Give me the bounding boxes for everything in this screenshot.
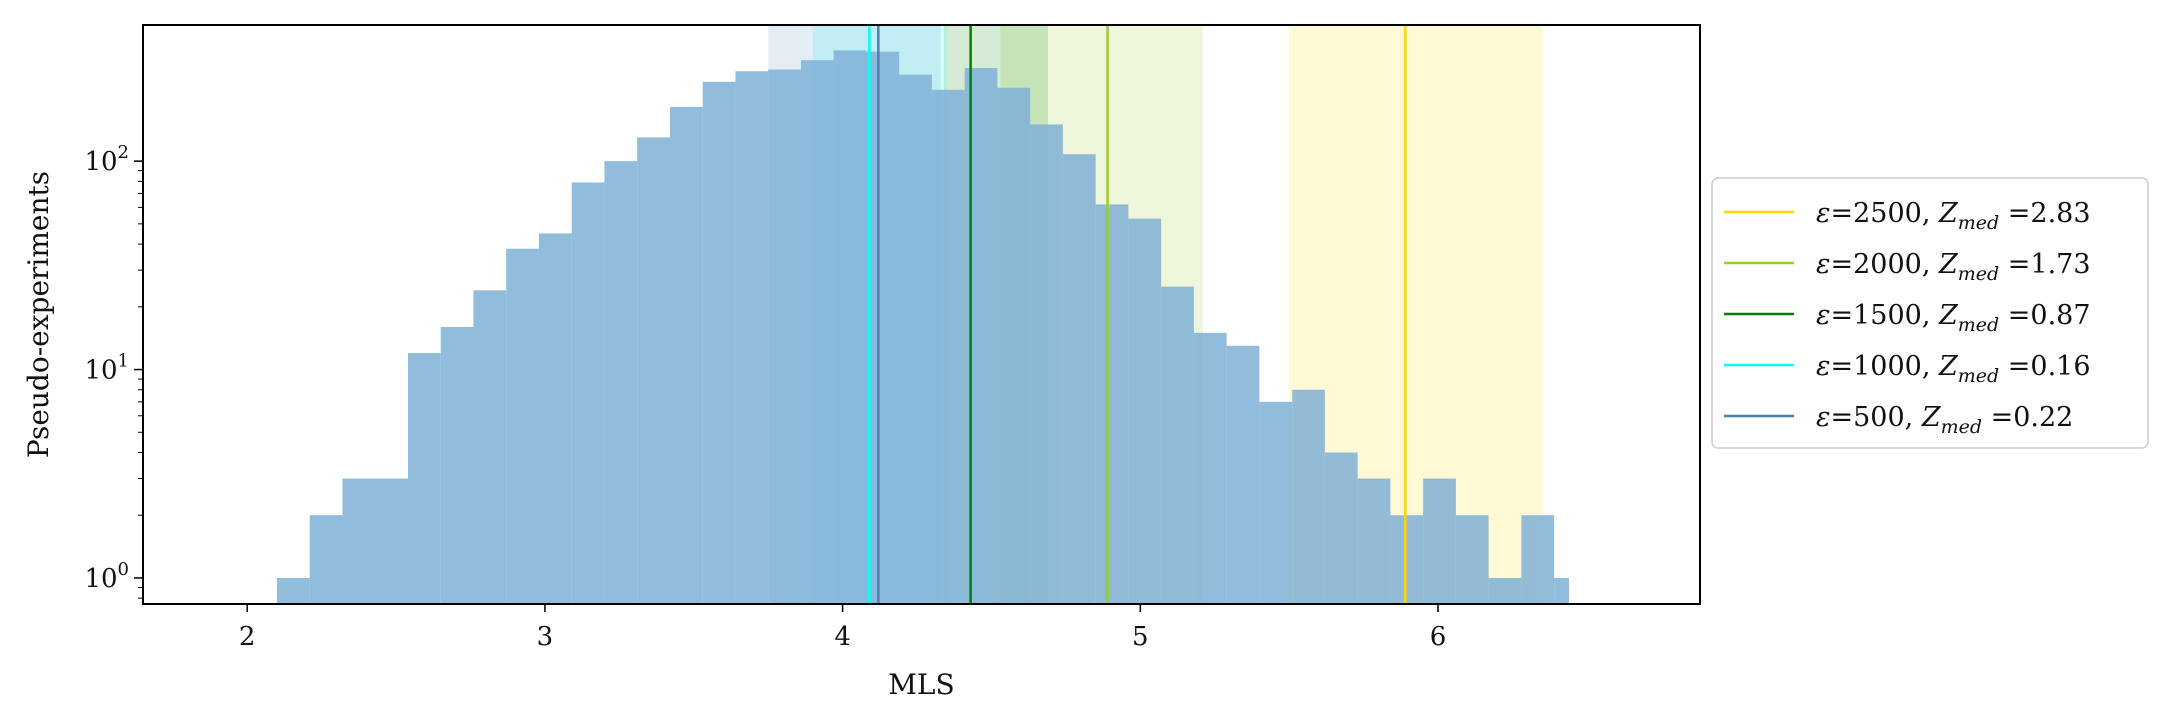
- x-tick-label-6: 6: [1430, 622, 1447, 652]
- histogram-bar-36: [1488, 577, 1522, 604]
- histogram-bar-35: [1455, 515, 1489, 604]
- y-tick-label-10: 101: [84, 351, 129, 386]
- y-tick-label-100: 102: [84, 142, 129, 177]
- histogram-bar-9: [604, 161, 638, 604]
- histogram-bar-8: [571, 182, 605, 604]
- x-axis: 2 3 4 5 6: [239, 604, 1446, 652]
- histogram-bar-33: [1390, 515, 1424, 604]
- histogram-bar-29: [1259, 401, 1293, 604]
- histogram-bar-6: [506, 248, 539, 604]
- histogram-bar-22: [1030, 124, 1063, 605]
- legend-entry-eps-1000: ε=1000, Zmed =0.16: [1816, 351, 2091, 387]
- histogram-bar-37: [1521, 515, 1555, 604]
- histogram-bar-30: [1292, 389, 1325, 604]
- histogram-bar-17: [866, 51, 900, 605]
- plot-frame: [142, 24, 1701, 605]
- histogram-bar-5: [473, 290, 507, 604]
- x-axis-label: MLS: [888, 668, 954, 701]
- histogram-bar-32: [1357, 478, 1391, 604]
- legend-entry-eps-2500: ε=2500, Zmed =2.83: [1816, 198, 2091, 234]
- x-tick-label-3: 3: [537, 622, 554, 652]
- histogram-bar-14: [768, 69, 801, 604]
- histogram-bar-15: [800, 60, 834, 604]
- y-axis: 100 101 102: [84, 142, 143, 599]
- histogram-bar-1: [309, 515, 343, 604]
- legend: ε=2500, Zmed =2.83 ε=2000, Zmed =1.73 ε=15…: [1711, 177, 2149, 449]
- histogram-bar-11: [669, 106, 703, 605]
- histogram-bar-7: [538, 233, 572, 604]
- x-tick-label-2: 2: [239, 622, 256, 652]
- histogram-bar-4: [440, 327, 474, 604]
- histogram-bar-10: [637, 137, 670, 605]
- legend-entry-eps-1500: ε=1500, Zmed =0.87: [1816, 300, 2091, 336]
- legend-box: [1711, 177, 2149, 449]
- histogram-bar-12: [702, 81, 736, 605]
- y-tick-label-1: 100: [84, 559, 129, 594]
- histogram-bar-25: [1128, 218, 1162, 605]
- histogram-bar-13: [735, 71, 769, 604]
- histogram-bar-34: [1423, 478, 1456, 604]
- histogram-bar-18: [899, 74, 932, 604]
- histogram-bar-26: [1161, 286, 1194, 604]
- histogram-bar-2: [342, 478, 408, 604]
- median-lines: [868, 25, 1407, 604]
- histogram-bar-19: [931, 89, 965, 604]
- histogram-bar-0: [276, 577, 310, 604]
- histogram-bar-31: [1324, 452, 1358, 604]
- histogram-bar-16: [833, 50, 867, 605]
- x-tick-label-5: 5: [1132, 622, 1149, 652]
- legend-entry-eps-2000: ε=2000, Zmed =1.73: [1816, 249, 2091, 285]
- histogram-bars: [276, 50, 1570, 605]
- histogram-bar-38: [1554, 577, 1570, 604]
- histogram-bar-23: [1062, 154, 1096, 605]
- y-axis-label: Pseudo-experiments: [22, 171, 55, 458]
- histogram-bar-28: [1226, 345, 1260, 604]
- legend-entry-eps-500: ε=500, Zmed =0.22: [1816, 402, 2073, 438]
- x-tick-label-4: 4: [834, 622, 851, 652]
- histogram-bar-3: [407, 353, 441, 604]
- histogram-bar-21: [997, 87, 1031, 604]
- histogram-bar-24: [1095, 204, 1129, 604]
- histogram-bar-27: [1193, 332, 1227, 604]
